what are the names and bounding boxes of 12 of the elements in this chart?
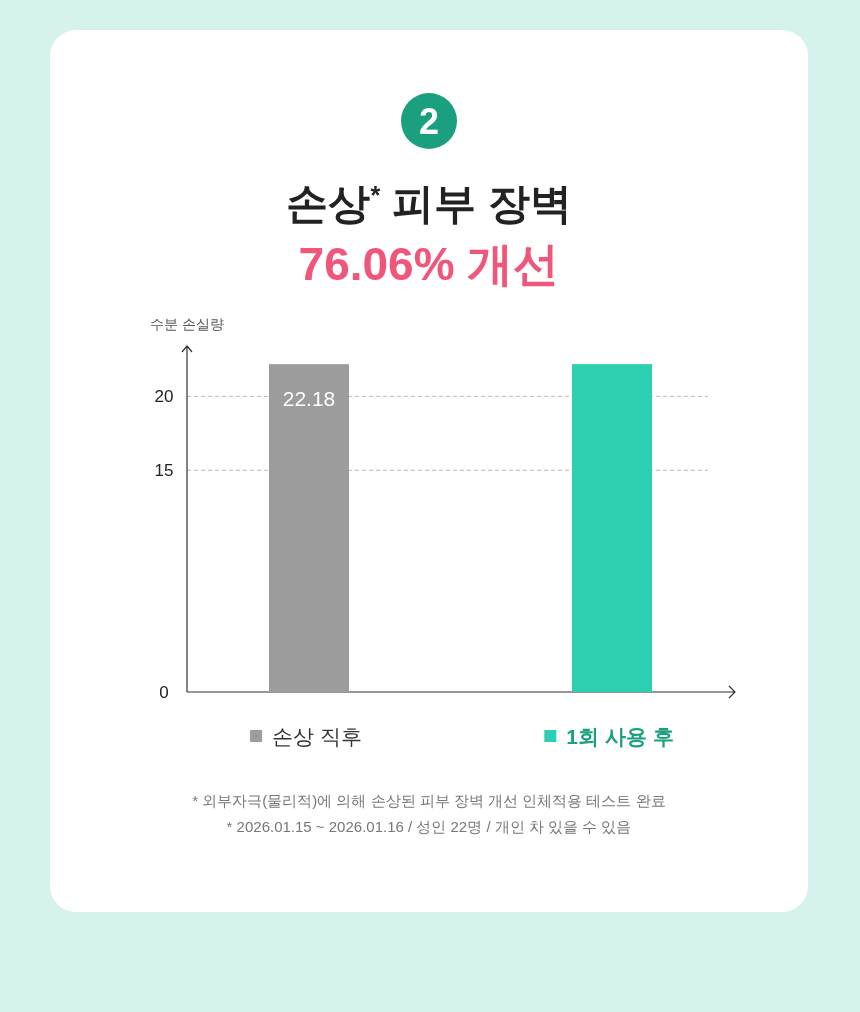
text: 2 — [418, 101, 440, 142]
x-tick-label: 1회 사용 후 — [566, 725, 674, 748]
text: * 외부자극(물리적)에 의해 손상된 피부 장벽 개선 인체적용 테스트 완료 — [192, 792, 666, 809]
x-tick-label: 손상 직후 — [272, 725, 362, 748]
chart-subtitle: 76.06% 개선 — [298, 238, 560, 290]
y-axis-title: 수분 손실량 — [150, 316, 224, 332]
chart-title: 손상$^{*}$ 피부 장벽 — [286, 180, 572, 227]
data-label: 22.18 — [282, 387, 336, 411]
y-tick-label: 15 — [154, 461, 174, 481]
y-tick-label: 0 — [159, 683, 169, 702]
text: * 2026.01.15 ~ 2026.01.16 / 성인 22명 / 개인 차 있을 수 있음 — [226, 818, 632, 835]
y-tick-label: 20 — [154, 387, 174, 407]
